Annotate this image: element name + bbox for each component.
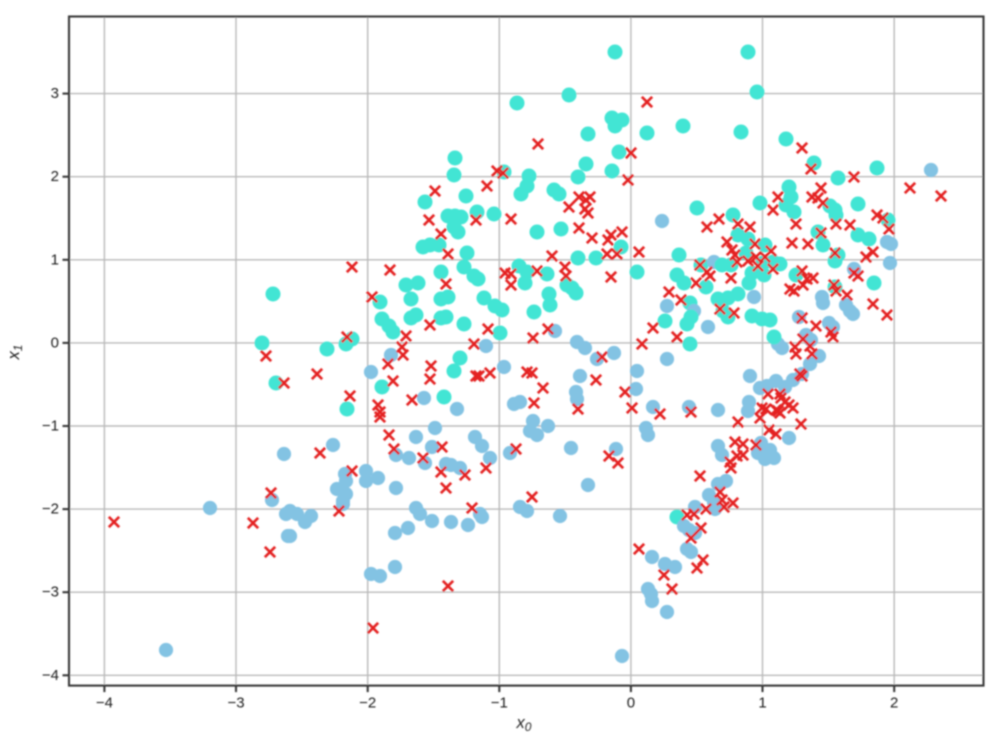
svg-text:1: 1 (758, 695, 766, 712)
svg-text:−4: −4 (42, 667, 59, 684)
svg-text:1: 1 (51, 251, 59, 268)
svg-text:−1: −1 (42, 418, 59, 435)
svg-text:−3: −3 (227, 695, 244, 712)
svg-text:0: 0 (51, 334, 59, 351)
svg-text:−2: −2 (359, 695, 376, 712)
svg-text:3: 3 (51, 85, 59, 102)
svg-text:−1: −1 (491, 695, 508, 712)
svg-text:2: 2 (51, 168, 59, 185)
svg-text:−2: −2 (42, 501, 59, 518)
svg-text:−4: −4 (96, 695, 113, 712)
svg-text:0: 0 (627, 695, 635, 712)
svg-text:−3: −3 (42, 584, 59, 601)
svg-text:2: 2 (890, 695, 898, 712)
